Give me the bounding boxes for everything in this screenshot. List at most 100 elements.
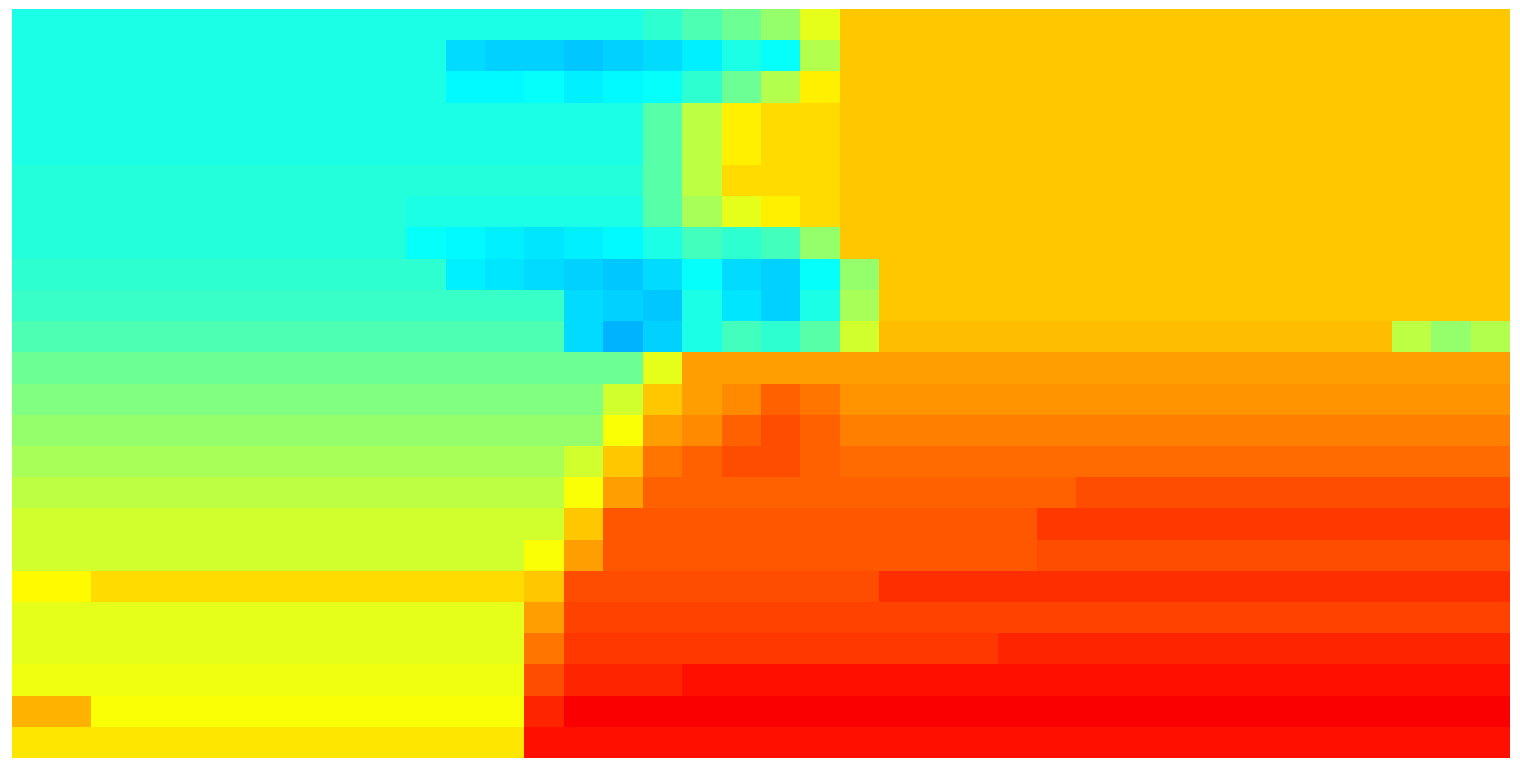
heatmap-cell — [209, 633, 249, 665]
heatmap-cell — [800, 664, 840, 696]
heatmap-cell — [1076, 571, 1116, 603]
heatmap-cell — [130, 40, 170, 72]
heatmap-cell — [682, 290, 722, 322]
heatmap-cell — [170, 415, 210, 447]
heatmap-cell — [288, 727, 328, 758]
heatmap-cell — [130, 633, 170, 665]
heatmap-cell — [51, 227, 91, 259]
heatmap-cell — [91, 290, 131, 322]
heatmap-cell — [800, 477, 840, 509]
heatmap-cell — [879, 196, 919, 228]
heatmap-cell — [51, 664, 91, 696]
heatmap-cell — [1431, 633, 1471, 665]
heatmap-cell — [682, 321, 722, 353]
heatmap-cell — [1116, 664, 1156, 696]
heatmap-cell — [1037, 446, 1077, 478]
heatmap-cell — [1037, 196, 1077, 228]
heatmap-cell — [130, 9, 170, 41]
heatmap-cell — [682, 664, 722, 696]
heatmap-cell — [249, 71, 289, 103]
heatmap-cell — [840, 727, 880, 758]
heatmap-cell — [91, 727, 131, 758]
heatmap-cell — [1155, 9, 1195, 41]
heatmap-cell — [12, 664, 52, 696]
heatmap-cell — [840, 103, 880, 135]
heatmap-cell — [879, 477, 919, 509]
heatmap-cell — [564, 727, 604, 758]
heatmap-cell — [406, 696, 446, 728]
heatmap-cell — [919, 290, 959, 322]
heatmap-cell — [209, 103, 249, 135]
heatmap-cell — [998, 290, 1038, 322]
heatmap-cell — [919, 664, 959, 696]
heatmap-cell — [1195, 290, 1235, 322]
heatmap-cell — [1076, 196, 1116, 228]
heatmap-cell — [1195, 508, 1235, 540]
heatmap-cell — [1195, 352, 1235, 384]
heatmap-cell — [643, 227, 683, 259]
heatmap-cell — [1352, 446, 1392, 478]
heatmap-cell — [800, 696, 840, 728]
heatmap-cell — [249, 259, 289, 291]
heatmap-cell — [1313, 259, 1353, 291]
heatmap-cell — [603, 696, 643, 728]
heatmap-cell — [446, 696, 486, 728]
heatmap-cell — [1352, 196, 1392, 228]
heatmap-cell — [564, 134, 604, 166]
heatmap-cell — [1431, 352, 1471, 384]
heatmap-cell — [564, 103, 604, 135]
heatmap-cell — [1234, 384, 1274, 416]
heatmap-cell — [524, 508, 564, 540]
heatmap-cell — [761, 259, 801, 291]
heatmap-cell — [327, 196, 367, 228]
heatmap-cell — [958, 664, 998, 696]
heatmap-cell — [761, 602, 801, 634]
heatmap-cell — [603, 540, 643, 572]
heatmap-cell — [800, 71, 840, 103]
heatmap-cell — [1116, 103, 1156, 135]
heatmap-cell — [958, 352, 998, 384]
heatmap-cell — [12, 352, 52, 384]
heatmap-cell — [761, 227, 801, 259]
heatmap-cell — [840, 602, 880, 634]
heatmap-cell — [1155, 696, 1195, 728]
heatmap-cell — [643, 602, 683, 634]
heatmap-cell — [1471, 103, 1510, 135]
heatmap-cell — [958, 508, 998, 540]
heatmap-cell — [1116, 602, 1156, 634]
heatmap-cell — [722, 696, 762, 728]
heatmap-cell — [327, 696, 367, 728]
heatmap-cell — [1234, 508, 1274, 540]
heatmap-cell — [800, 40, 840, 72]
heatmap-cell — [761, 134, 801, 166]
heatmap-cell — [91, 696, 131, 728]
heatmap-cell — [1155, 290, 1195, 322]
heatmap-cell — [367, 633, 407, 665]
heatmap-cell — [1431, 571, 1471, 603]
heatmap-cell — [1076, 103, 1116, 135]
heatmap-cell — [170, 71, 210, 103]
heatmap-cell — [249, 321, 289, 353]
heatmap-cell — [1273, 40, 1313, 72]
heatmap-cell — [209, 259, 249, 291]
heatmap-cell — [1471, 134, 1510, 166]
heatmap-cell — [12, 508, 52, 540]
heatmap-cell — [879, 259, 919, 291]
heatmap-cell — [327, 633, 367, 665]
heatmap-cell — [524, 384, 564, 416]
heatmap-cell — [1155, 727, 1195, 758]
heatmap-cell — [91, 508, 131, 540]
heatmap-cell — [524, 602, 564, 634]
heatmap-cell — [1076, 633, 1116, 665]
heatmap-cell — [919, 602, 959, 634]
heatmap-cell — [327, 508, 367, 540]
heatmap-cell — [524, 352, 564, 384]
heatmap-cell — [367, 134, 407, 166]
heatmap-cell — [485, 259, 525, 291]
heatmap-cell — [406, 477, 446, 509]
heatmap-cell — [12, 477, 52, 509]
heatmap-cell — [800, 9, 840, 41]
heatmap-cell — [12, 9, 52, 41]
heatmap-cell — [524, 415, 564, 447]
heatmap-cell — [1234, 446, 1274, 478]
